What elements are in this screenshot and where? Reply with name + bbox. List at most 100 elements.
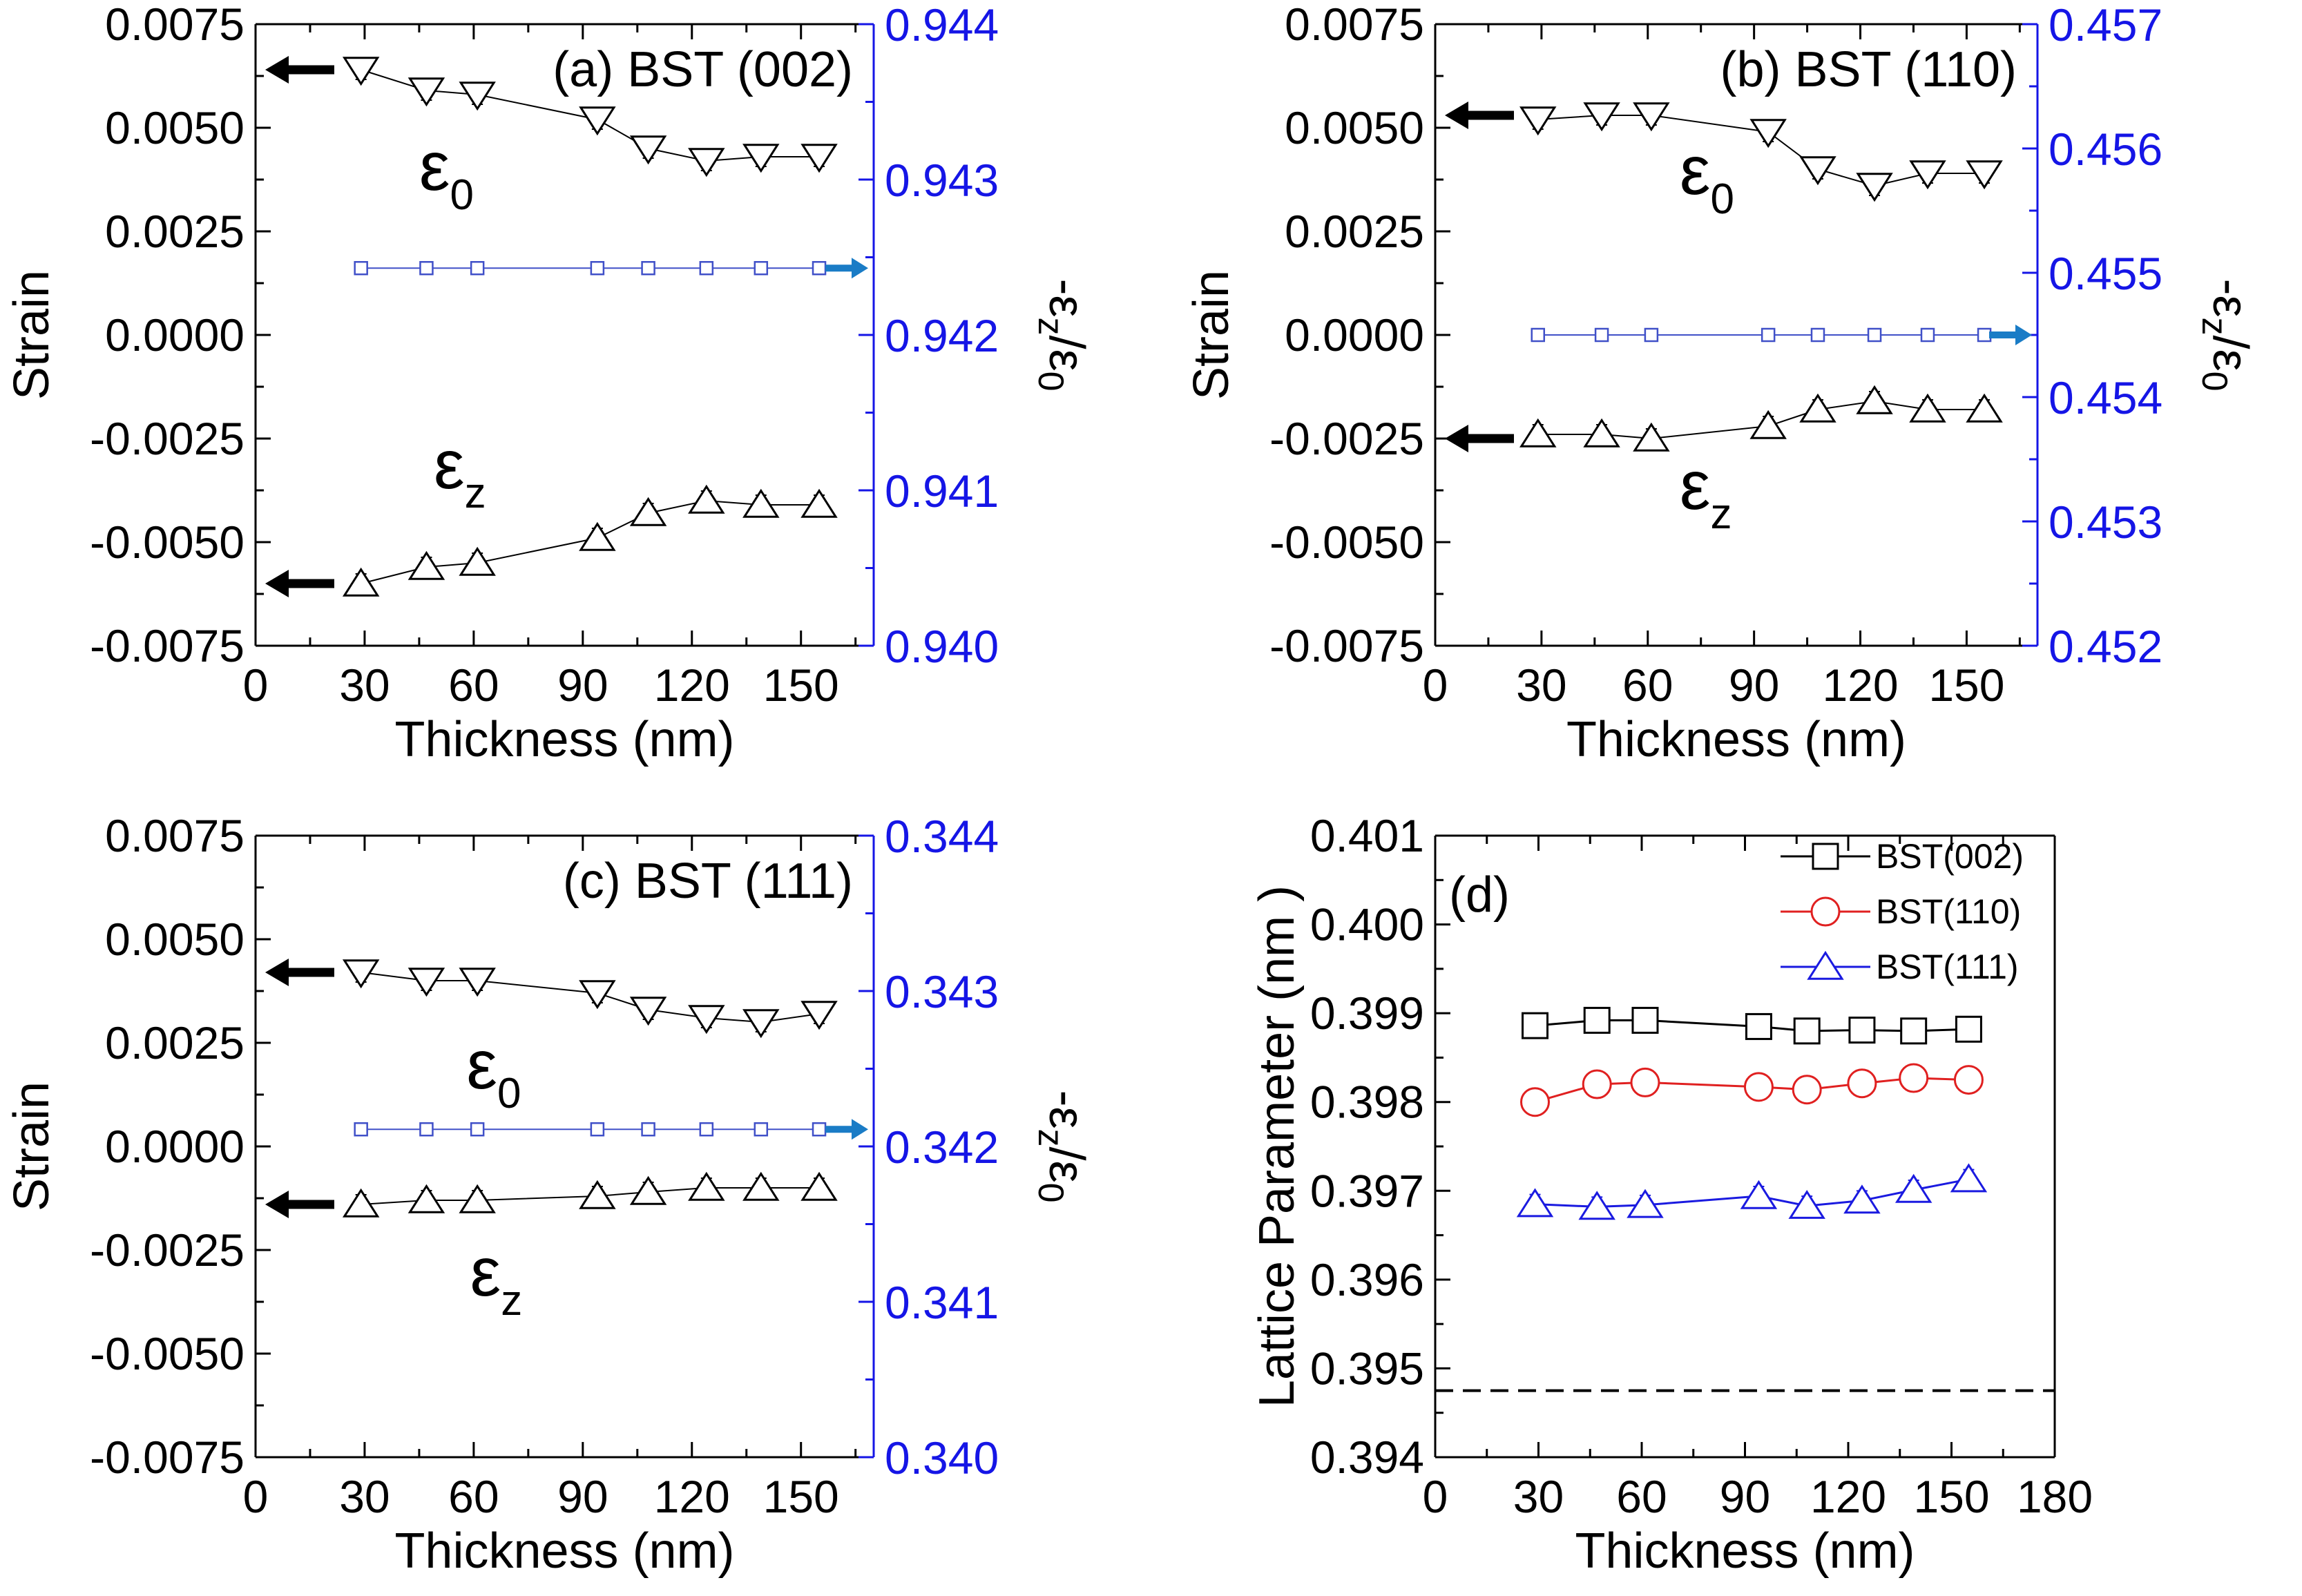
data-point-εz [742, 488, 780, 518]
y2-title-sub-0: 0 [1030, 372, 1071, 392]
y2-tick-label: 0.344 [885, 811, 999, 862]
data-point--εz/ε0 [699, 1122, 714, 1137]
y2-axis-title: -εz/ε0 [1030, 1090, 1094, 1202]
panel-d-chart: 0 30 60 90 120 150 180 Thickness (nm) 0.394 0.395… [1249, 810, 2093, 1579]
data-point-BST(002) [1745, 1012, 1772, 1040]
data-point-BST(110) [1899, 1063, 1929, 1093]
data-point-BST(002) [1522, 1012, 1549, 1039]
y2-tick-label: 0.340 [885, 1432, 999, 1483]
epsilon-subscript: 0 [497, 1070, 521, 1117]
epsilon-main: ε [470, 1233, 501, 1311]
y2-tick-label: 0.343 [885, 966, 999, 1017]
y2-tick-label: 0.940 [885, 621, 999, 672]
x-tick-label: 120 [1810, 1471, 1886, 1522]
epsilon-main: ε [419, 128, 450, 205]
data-point-ε0 [629, 997, 667, 1026]
y-tick-label: 0.0000 [105, 309, 244, 360]
data-point-εz [742, 1171, 780, 1201]
data-point-ε0 [459, 81, 496, 111]
x-axis-title: Thickness (nm) [1575, 1523, 1915, 1579]
x-tick-label: 90 [557, 1471, 608, 1522]
data-point-BST(111) [1627, 1189, 1664, 1218]
y-tick-label: 0.401 [1310, 810, 1424, 861]
y-tick-label: -0.0025 [90, 413, 244, 464]
data-point-BST(111) [1740, 1180, 1778, 1209]
y-tick-label: -0.0050 [90, 1328, 244, 1379]
data-point--εz/ε0 [812, 261, 827, 276]
x-tick-label: 150 [1928, 660, 2004, 711]
y2-tick-label: 0.452 [2049, 621, 2162, 672]
data-point-εz [342, 567, 380, 597]
x-tick-label: 180 [2017, 1471, 2093, 1522]
panel-b-chart: 0 30 60 90 120 150 Thickness (nm) -0.0075 -0.005… [1184, 0, 2258, 767]
x-tick-label: 90 [1720, 1471, 1770, 1522]
x-tick-label: 0 [243, 1471, 269, 1522]
y2-axis-title: -εz/ε0 [1030, 278, 1094, 391]
legend-label: BST(111) [1876, 948, 2019, 986]
data-point-ε0 [742, 1009, 780, 1039]
data-point-BST(110) [1630, 1067, 1660, 1097]
data-point-ε0 [1966, 160, 2003, 190]
data-point-εz [688, 484, 725, 514]
data-point--εz/ε0 [1531, 327, 1546, 343]
data-point-ε0 [342, 57, 380, 86]
data-point-ε0 [1633, 102, 1670, 132]
y-tick-label: 0.0025 [1285, 206, 1424, 257]
data-point-BST(002) [1631, 1006, 1659, 1034]
data-point-ε0 [688, 1005, 725, 1035]
epsilon-subscript: z [465, 470, 486, 517]
data-point-ε0 [1909, 160, 1946, 190]
y2-title-sub-z: z [1030, 1129, 1071, 1147]
y-tick-label: 0.0075 [105, 0, 244, 50]
epsilon-main: ε [434, 426, 465, 503]
data-point-BST(111) [1843, 1184, 1881, 1214]
data-point--εz/ε0 [754, 261, 769, 276]
data-point-εz [579, 1180, 616, 1209]
y-tick-label: 0.398 [1310, 1077, 1424, 1128]
y-tick-label: 0.0000 [1285, 309, 1424, 360]
data-point--εz/ε0 [1644, 327, 1659, 343]
epsilon-main: ε [1680, 132, 1711, 209]
x-tick-label: 30 [1516, 660, 1566, 711]
data-point-BST(111) [1895, 1173, 1932, 1203]
data-point-ε0 [629, 135, 667, 165]
y-tick-label: 0.0075 [105, 810, 244, 861]
data-point--εz/ε0 [1920, 327, 1935, 343]
epsilon-subscript: 0 [450, 171, 474, 219]
y-tick-label: 0.400 [1310, 899, 1424, 950]
y-tick-label: 0.0050 [1285, 102, 1424, 153]
y-tick-label: 0.0025 [105, 1017, 244, 1068]
y2-tick-label: 0.456 [2049, 124, 2162, 175]
x-tick-label: 0 [1423, 1471, 1448, 1522]
data-point--εz/ε0 [419, 261, 434, 276]
y2-title-sub-0: 0 [2194, 372, 2234, 392]
axis-pointer-arrow-left [265, 1191, 334, 1218]
data-point-BST(110) [1743, 1072, 1774, 1102]
x-tick-label: 30 [1513, 1471, 1564, 1522]
y2-title-main: -ε [1039, 1090, 1094, 1128]
y2-tick-label: 0.944 [885, 0, 999, 50]
data-point--εz/ε0 [590, 1122, 605, 1137]
x-tick-label: 90 [1729, 660, 1779, 711]
epsilon-main: ε [1680, 447, 1711, 524]
y-axis-title: Strain [4, 1081, 59, 1211]
y2-title-sub-z: z [1030, 318, 1071, 336]
y-tick-label: 0.395 [1310, 1343, 1424, 1394]
data-point-εz [1583, 418, 1620, 448]
y-tick-label: 0.0050 [105, 102, 244, 153]
y2-title-main: -ε [2203, 278, 2258, 317]
x-tick-label: 30 [339, 660, 390, 711]
data-point--εz/ε0 [1867, 327, 1882, 343]
axis-pointer-arrow-left [265, 959, 334, 986]
data-point-ε0 [800, 1001, 838, 1030]
data-point-BST(111) [1516, 1188, 1554, 1218]
data-point-BST(110) [1520, 1087, 1551, 1117]
data-point--εz/ε0 [812, 1122, 827, 1137]
data-point-εz [1799, 393, 1836, 423]
y-tick-label: -0.0075 [1269, 620, 1424, 671]
x-tick-label: 60 [448, 1471, 499, 1522]
y-tick-label: -0.0050 [90, 517, 244, 568]
y2-title-slash: /ε [2203, 336, 2258, 372]
data-point-εz [688, 1171, 725, 1201]
